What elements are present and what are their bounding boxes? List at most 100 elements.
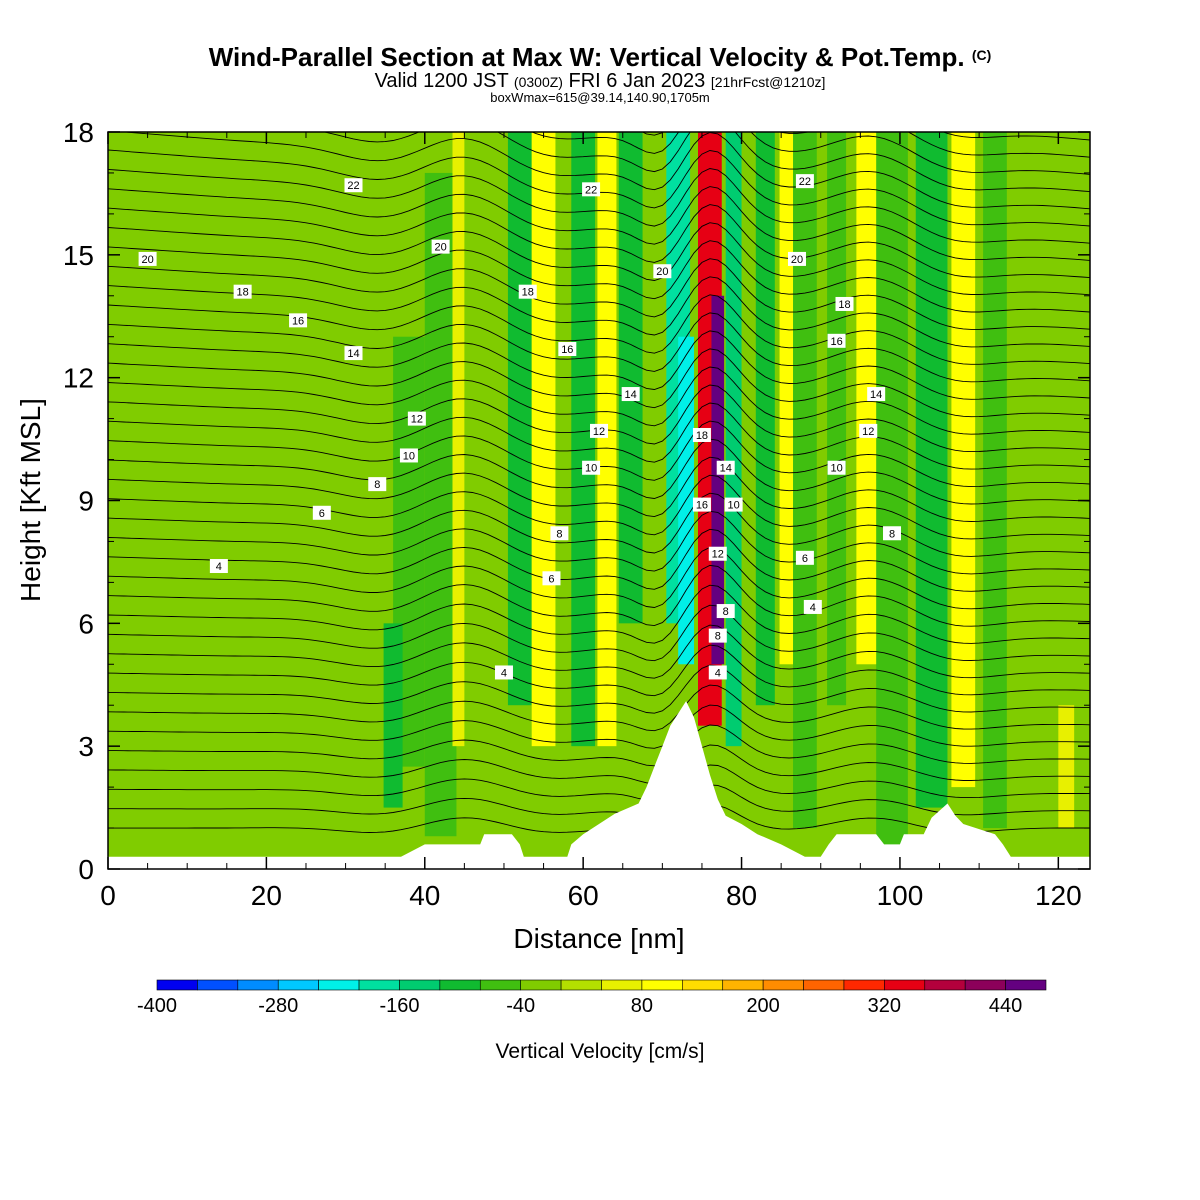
theta-contour-line — [108, 784, 1090, 819]
colorbar-swatch — [399, 979, 441, 991]
x-axis-label: Distance [nm] — [513, 923, 684, 954]
contour-label-bg — [653, 264, 672, 279]
velocity-band — [755, 132, 775, 706]
contour-label-text: 4 — [501, 667, 507, 679]
colorbar-swatch — [803, 979, 845, 991]
x-tick-label: 100 — [877, 880, 924, 911]
contour-label-text: 22 — [347, 180, 359, 192]
y-tick-label: 6 — [78, 608, 94, 639]
chart-subtitle: Valid 1200 JST (0300Z) FRI 6 Jan 2023 [2… — [0, 71, 1200, 91]
colorbar-swatch — [439, 979, 481, 991]
theta-contour-line — [322, 132, 1090, 193]
contour-label-text: 18 — [522, 287, 534, 299]
theta-contour-line — [108, 546, 1090, 610]
contour-label: 20 — [138, 251, 157, 266]
contour-label: 10 — [399, 448, 418, 463]
contour-label: 20 — [787, 251, 806, 266]
contour-label: 12 — [407, 411, 426, 426]
contour-label-bg — [827, 333, 846, 348]
velocity-band — [571, 132, 596, 747]
box-max-info: boxWmax=615@39.14,140.90,1705m — [490, 90, 710, 105]
contour-label-text: 4 — [715, 667, 721, 679]
theta-contour-line — [108, 330, 1090, 400]
contour-label-text: 18 — [696, 430, 708, 442]
contour-label-bg — [795, 174, 814, 189]
colorbar-swatch — [156, 979, 198, 991]
y-tick-label: 18 — [63, 117, 94, 148]
theta-contour-line — [108, 604, 1090, 662]
contour-label-bg — [827, 460, 846, 475]
velocity-band — [383, 623, 403, 808]
contour-label: 10 — [827, 460, 846, 475]
contour-label-bg — [558, 342, 577, 357]
contour-label: 12 — [590, 423, 608, 438]
contour-label-bg — [344, 178, 363, 193]
x-tick-label: 80 — [726, 880, 757, 911]
contour-label: 22 — [344, 178, 363, 193]
contour-label-bg — [716, 460, 735, 475]
x-tick-label: 40 — [409, 880, 440, 911]
contour-label-text: 8 — [889, 528, 895, 540]
contour-label-bg — [289, 313, 308, 328]
velocity-band — [531, 132, 556, 747]
y-tick-label: 9 — [78, 486, 94, 517]
chart-title-text: Wind-Parallel Section at Max W: Vertical… — [208, 42, 965, 72]
contour-label-text: 22 — [585, 184, 597, 196]
colorbar-swatch — [762, 979, 804, 991]
contour-label-text: 14 — [720, 463, 732, 475]
theta-contour-line — [108, 704, 1090, 749]
contour-label-bg — [431, 239, 450, 254]
contour-label-bg — [368, 477, 387, 492]
colorbar-swatch — [924, 979, 966, 991]
velocity-band — [876, 132, 908, 849]
contour-label-text: 4 — [810, 602, 816, 614]
theta-contour-line — [108, 456, 1090, 522]
contour-label-bg — [518, 284, 537, 299]
contour-label: 20 — [653, 264, 672, 279]
colorbar-swatch — [318, 979, 360, 991]
contour-label-text: 8 — [556, 528, 562, 540]
contour-label-text: 18 — [237, 287, 249, 299]
theta-contour-line — [108, 744, 1090, 784]
contour-label-text: 20 — [434, 242, 446, 254]
y-tick-label: 12 — [63, 363, 94, 394]
contour-label-text: 20 — [791, 254, 803, 266]
contour-label-bg — [835, 296, 854, 311]
contour-label: 8 — [716, 604, 735, 619]
theta-contour-line — [108, 764, 1090, 802]
colorbar-swatch — [479, 979, 521, 991]
theta-contour-line — [108, 402, 1090, 470]
contour-label: 18 — [692, 427, 711, 442]
chart-title: Wind-Parallel Section at Max W: Vertical… — [0, 40, 1200, 72]
contour-label: 18 — [518, 284, 537, 299]
theta-contour-line — [108, 348, 1090, 418]
contour-label: 16 — [558, 342, 577, 357]
contour-label-text: 10 — [830, 463, 842, 475]
theta-contour-line — [119, 132, 1090, 210]
contour-label: 20 — [431, 239, 450, 254]
contour-label-bg — [795, 550, 814, 565]
contour-label-bg — [867, 387, 886, 402]
contour-label-bg — [724, 497, 743, 512]
colorbar-tick-label: -160 — [379, 995, 419, 1017]
contour-label-bg — [582, 460, 601, 475]
colorbar-swatch — [682, 979, 724, 991]
contour-label-text: 12 — [712, 549, 724, 561]
contour-label-bg — [883, 526, 902, 541]
theta-contour-line — [108, 510, 1090, 575]
contour-label: 4 — [708, 665, 727, 680]
contour-label-bg — [859, 423, 878, 438]
x-tick-label: 120 — [1035, 880, 1082, 911]
colorbar-tick-label: -400 — [137, 995, 177, 1017]
theta-contour-line — [108, 684, 1090, 732]
contour-label: 16 — [692, 497, 711, 512]
theta-contour-line — [108, 34, 1090, 123]
contour-label-text: 20 — [656, 266, 668, 278]
utc-time: (0300Z) — [513, 74, 563, 90]
contour-label: 18 — [835, 296, 854, 311]
theta-contour-line — [108, 724, 1090, 767]
contour-label-text: 14 — [347, 348, 359, 360]
colorbar-swatch — [964, 979, 1006, 991]
contour-label-bg — [708, 628, 727, 643]
